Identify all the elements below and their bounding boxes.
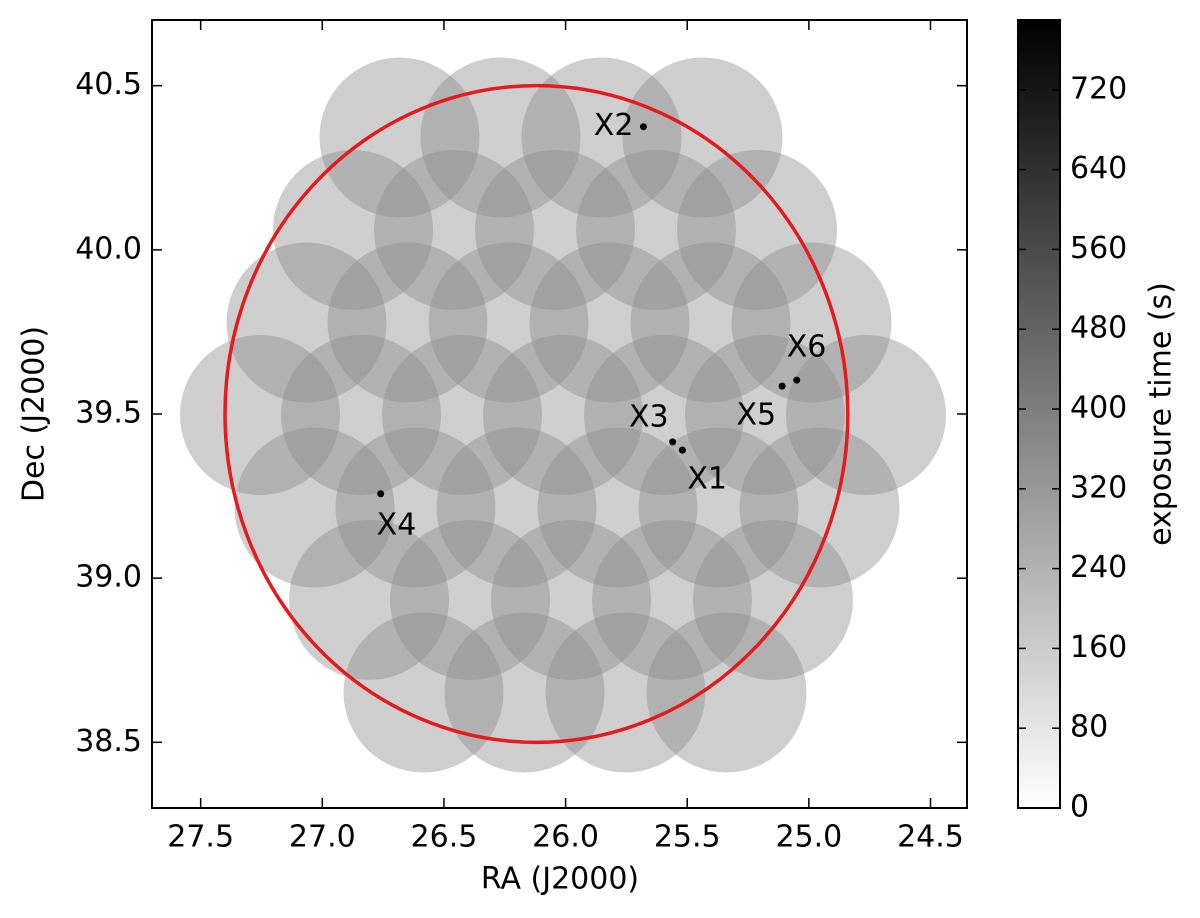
colorbar-tick-label: 0 [1070,790,1089,825]
pointing-tile [739,427,900,588]
source-label: X3 [629,399,669,434]
survey-circle [223,83,850,745]
pointing-tile [180,335,340,495]
colorbar [1017,19,1061,809]
x-tick-label: 25.5 [654,820,721,855]
pointing-tile [226,242,387,403]
source-marker [669,438,677,446]
pointing-tile [693,520,853,680]
pointing-tile [234,427,395,588]
source-label: X2 [594,108,634,143]
pointing-tile [545,612,706,773]
x-tick-label: 27.5 [167,820,234,855]
colorbar-tick-label: 80 [1070,710,1108,745]
pointing-tile [374,150,534,310]
x-tick-label: 27.0 [289,820,356,855]
pointing-tile [491,520,651,680]
pointing-tile [630,242,791,403]
pointing-tile [444,612,605,773]
pointing-tile [786,335,946,495]
pointing-tile [483,335,643,495]
pointing-tile [529,242,690,403]
colorbar-tick-label: 320 [1070,470,1127,505]
pointing-tile [521,57,682,218]
pointing-tile [319,57,480,218]
pointing-tile [335,427,496,588]
y-tick-label: 38.5 [75,724,142,759]
colorbar-tick-label: 400 [1070,391,1127,426]
colorbar-tick-label: 640 [1070,151,1127,186]
pointing-tile [428,242,589,403]
pointing-tile [327,242,488,403]
source-label: X6 [787,330,827,365]
pointing-tile [475,150,635,310]
exposure-tiles [180,57,946,773]
y-axis-label: Dec (J2000) [17,326,52,502]
colorbar-label: exposure time (s) [1144,282,1179,546]
x-tick-label: 26.0 [532,820,599,855]
source-marker [377,490,385,498]
pointing-tile [638,427,799,588]
pointing-tile [273,150,433,310]
x-axis-label: RA (J2000) [481,862,639,897]
source-label: X4 [377,507,417,542]
source-marker [778,382,786,390]
pointing-tile [420,57,581,218]
pointing-tile [646,612,807,773]
colorbar-tick-label: 240 [1070,550,1127,585]
pointing-tile [436,427,597,588]
pointing-tile [281,335,441,495]
pointing-tile [390,520,550,680]
source-marker [793,376,801,384]
source-label: X1 [687,462,727,497]
pointing-tile [592,520,752,680]
pointing-tile [685,335,845,495]
colorbar-tick-label: 160 [1070,630,1127,665]
y-tick-label: 40.0 [75,231,142,266]
pointing-tile [382,335,542,495]
x-tick-label: 25.0 [775,820,842,855]
y-tick-label: 39.0 [75,560,142,595]
source-label: X5 [736,398,776,433]
colorbar-tick-label: 480 [1070,311,1127,346]
pointing-tile [731,242,892,403]
pointing-tile [584,335,744,495]
y-tick-label: 39.5 [75,396,142,431]
y-tick-label: 40.5 [75,67,142,102]
colorbar-tick-label: 720 [1070,71,1127,106]
pointing-tile [537,427,698,588]
pointing-tile [677,150,837,310]
pointing-tile [576,150,736,310]
colorbar-tick-label: 560 [1070,231,1127,266]
x-tick-label: 24.5 [897,820,964,855]
pointing-tile [289,520,449,680]
source-marker [678,446,686,454]
source-marker [639,123,647,131]
x-tick-label: 26.5 [411,820,478,855]
